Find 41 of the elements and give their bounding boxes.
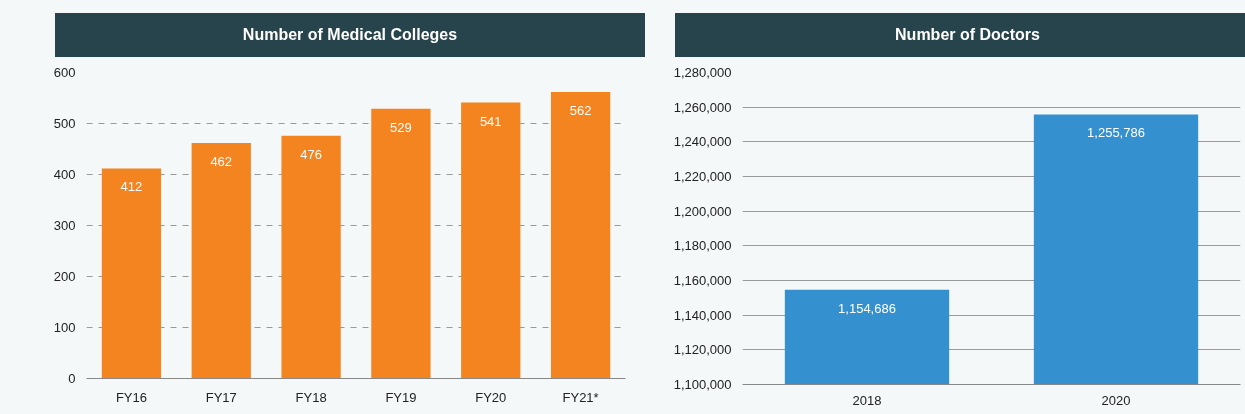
chart-title: Number of Medical Colleges <box>242 25 458 45</box>
y-tick-label: 1,160,000 <box>673 273 732 288</box>
y-tick-label: 1,280,000 <box>673 65 732 80</box>
y-tick-label: 300 <box>53 218 76 233</box>
x-tick-label: FY18 <box>295 389 327 405</box>
y-tick-label: 1,200,000 <box>673 203 732 219</box>
chart-title: Number of Doctors <box>895 25 1040 45</box>
data-label: 462 <box>210 153 233 169</box>
y-tick-label: 0 <box>68 371 76 386</box>
bar <box>101 168 162 379</box>
y-tick-label: 1,220,000 <box>673 169 732 184</box>
bar <box>191 142 251 379</box>
bar <box>281 135 341 379</box>
x-tick-label: FY16 <box>115 389 147 405</box>
y-tick-label: 500 <box>53 116 76 131</box>
y-tick-label: 1,260,000 <box>673 99 732 115</box>
x-tick-label: FY17 <box>205 389 237 405</box>
y-tick-label: 1,100,000 <box>673 377 732 392</box>
y-tick-label: 100 <box>53 320 76 335</box>
data-label: 541 <box>479 113 502 129</box>
x-tick-label: 2020 <box>1101 392 1131 408</box>
data-label: 1,255,786 <box>1087 125 1145 141</box>
y-tick-label: 1,120,000 <box>673 342 732 358</box>
y-tick-label: 600 <box>53 65 76 80</box>
data-label: 1,154,686 <box>838 300 896 316</box>
data-label: 412 <box>120 179 143 195</box>
bar <box>550 91 611 379</box>
y-tick-label: 1,140,000 <box>673 307 732 323</box>
data-label: 476 <box>300 146 322 162</box>
data-label: 562 <box>569 102 592 118</box>
y-tick-label: 1,240,000 <box>673 134 732 150</box>
y-tick-label: 400 <box>53 167 76 182</box>
data-label: 529 <box>390 119 412 135</box>
y-tick-label: 200 <box>53 269 76 284</box>
x-tick-label: FY21* <box>562 389 599 405</box>
y-tick-label: 1,180,000 <box>673 238 732 254</box>
bar <box>371 108 431 379</box>
x-tick-label: FY20 <box>475 389 507 405</box>
bar <box>461 102 521 379</box>
x-tick-label: FY19 <box>385 389 417 405</box>
x-tick-label: 2018 <box>852 392 882 408</box>
